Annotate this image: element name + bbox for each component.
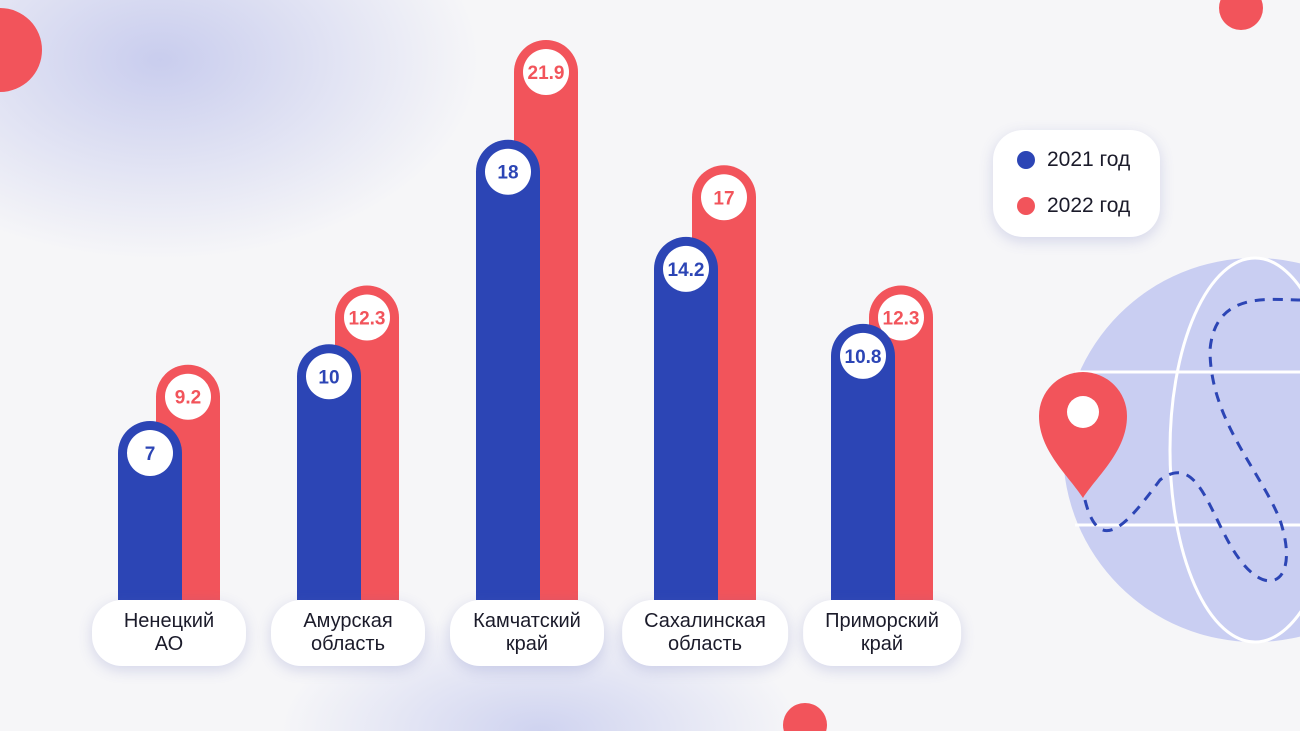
globe [1039,256,1300,644]
value-badge [127,430,173,477]
legend-item: 2022 год [1017,194,1130,218]
category-pill: Камчатский край [450,600,604,666]
decor-circle [783,703,827,731]
category-label: Приморский край [825,610,939,655]
category-pill: Амурская область [271,600,425,666]
decor-circle [1219,0,1263,30]
bar [476,139,540,601]
legend-item: 2021 год [1017,148,1130,172]
value-label: 12.3 [883,308,920,329]
category-label: Камчатский край [473,610,581,655]
value-label: 10.8 [845,347,882,368]
value-badge [485,148,531,195]
legend-swatch [1017,197,1035,215]
value-badge [840,332,886,379]
value-label: 10 [318,367,339,388]
bar [654,236,718,600]
legend-label: 2022 год [1047,194,1131,217]
bar [297,344,361,600]
value-label: 12.3 [349,308,386,329]
legend-swatch [1017,151,1035,169]
category-label: Амурская область [303,610,393,655]
value-label: 21.9 [528,63,565,84]
category-label: Ненецкий АО [123,610,215,655]
bar [831,323,895,600]
decor-circle [0,8,42,92]
value-label: 17 [713,188,734,209]
category-pill: Ненецкий АО [92,600,246,666]
value-badge [663,245,709,292]
value-label: 18 [497,163,518,184]
value-badge [701,174,747,221]
value-badge [306,353,352,400]
legend: 2021 год 2022 год [993,130,1160,237]
category-label: Сахалинская область [644,610,766,655]
category-pill: Приморский край [803,600,961,666]
value-badge [878,294,924,341]
legend-label: 2021 год [1047,148,1131,171]
value-badge [344,294,390,341]
category-pill: Сахалинская область [622,600,788,666]
value-badge [523,49,569,95]
value-label: 14.2 [668,260,705,281]
value-label: 7 [145,444,156,465]
value-label: 9.2 [175,388,201,409]
value-badge [165,373,211,420]
